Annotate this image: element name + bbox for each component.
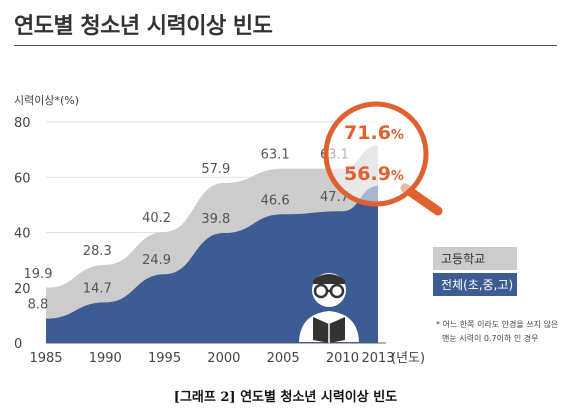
data-label: 57.9 — [201, 162, 230, 177]
x-tick-label: 2005 — [267, 351, 300, 366]
magnifier-low-value: 56.9% — [344, 163, 404, 185]
x-tick-label: 2010 — [326, 351, 359, 366]
title-divider — [14, 45, 557, 46]
y-tick-label: 40 — [14, 227, 31, 242]
legend-swatch-high-school — [433, 247, 517, 270]
x-tick-label: 2013 — [361, 351, 394, 366]
x-tick-label: 1985 — [29, 351, 62, 366]
legend: 고등학교 전체(초,중,고) — [433, 247, 517, 296]
data-label: 28.3 — [83, 244, 112, 259]
legend-label-high-school: 고등학교 — [441, 252, 485, 266]
page-title: 연도별 청소년 시력이상 빈도 — [14, 14, 273, 39]
legend-swatch-total — [433, 273, 517, 296]
figure-caption: [그래프 2] 연도별 청소년 시력이상 빈도 — [173, 390, 398, 405]
magnifier-icon — [323, 101, 443, 216]
footnote-line-2: 맨눈 시력이 0.7이하 인 경우 — [442, 333, 539, 343]
y-tick-label: 60 — [14, 171, 31, 186]
data-label: 8.8 — [28, 298, 49, 313]
y-tick-label: 0 — [14, 337, 22, 352]
magnifier-high-value: 71.6% — [344, 122, 404, 144]
y-axis-label: 시력이상*(%) — [14, 94, 79, 107]
x-axis-label: (년도) — [391, 351, 425, 366]
data-label: 19.9 — [24, 267, 53, 282]
x-axis-ticks: 1985 1990 1995 2000 2005 2010 2013 — [29, 351, 394, 366]
data-label: 47.7 — [320, 190, 349, 205]
data-label: 14.7 — [83, 281, 112, 296]
y-axis-ticks: 0 20 40 60 80 — [14, 116, 31, 352]
area-total — [46, 185, 378, 343]
reading-person-icon — [299, 273, 359, 343]
data-label: 39.8 — [201, 212, 230, 227]
y-tick-label: 80 — [14, 116, 31, 131]
data-label: 46.6 — [261, 193, 290, 208]
data-labels-total: 8.8 14.7 24.9 39.8 46.6 47.7 — [28, 190, 349, 312]
y-tick-label: 20 — [14, 282, 31, 297]
data-label: 24.9 — [142, 253, 171, 268]
x-tick-label: 1990 — [89, 351, 122, 366]
data-label: 40.2 — [142, 211, 171, 226]
footnote-line-1: * 어느 한쪽 이라도 안경을 쓰지 않은 — [436, 319, 558, 329]
data-label: 63.1 — [261, 148, 290, 163]
x-tick-label: 2000 — [207, 351, 240, 366]
x-tick-label: 1995 — [148, 351, 181, 366]
legend-label-total: 전체(초,중,고) — [441, 278, 513, 292]
